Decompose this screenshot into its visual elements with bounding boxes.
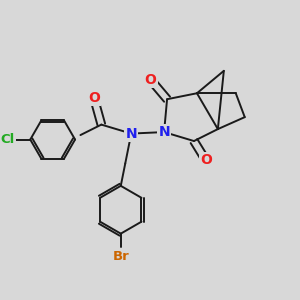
Text: Cl: Cl — [1, 133, 15, 146]
Text: N: N — [125, 127, 137, 141]
Text: O: O — [88, 91, 100, 105]
Text: O: O — [200, 154, 212, 167]
Text: Br: Br — [112, 250, 129, 262]
Text: O: O — [145, 73, 157, 87]
Text: N: N — [158, 125, 170, 139]
